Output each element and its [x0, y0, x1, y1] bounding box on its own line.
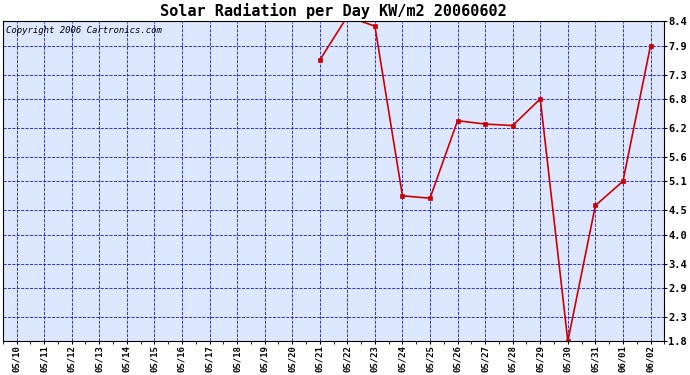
Text: Copyright 2006 Cartronics.com: Copyright 2006 Cartronics.com — [6, 26, 162, 35]
Title: Solar Radiation per Day KW/m2 20060602: Solar Radiation per Day KW/m2 20060602 — [160, 3, 507, 19]
